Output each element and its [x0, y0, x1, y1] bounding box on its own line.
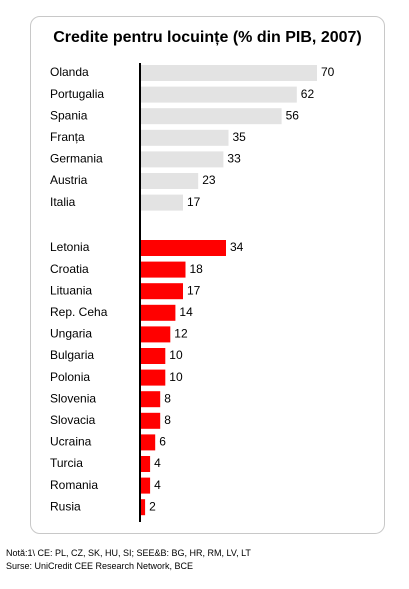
category-label: Slovenia — [50, 391, 96, 405]
category-label: Polonia — [50, 370, 90, 384]
data-label: 4 — [154, 478, 161, 492]
data-label: 33 — [227, 152, 241, 166]
data-label: 56 — [286, 108, 300, 122]
category-label: Turcia — [50, 456, 83, 470]
bar — [140, 240, 226, 256]
data-label: 8 — [164, 413, 171, 427]
data-label: 35 — [233, 130, 247, 144]
category-label: Italia — [50, 195, 76, 209]
data-label: 2 — [149, 499, 156, 513]
category-label: Romania — [50, 478, 98, 492]
category-label: Spania — [50, 108, 88, 122]
bar — [140, 412, 161, 429]
category-label: Ucraina — [50, 435, 92, 449]
data-label: 17 — [187, 195, 201, 209]
category-label: Croatia — [50, 262, 89, 276]
data-label: 6 — [159, 435, 166, 449]
bar — [140, 391, 161, 408]
bar — [140, 283, 183, 300]
data-label: 34 — [230, 240, 244, 254]
footnote: Notă:1\ CE: PL, CZ, SK, HU, SI; SEE&B: B… — [6, 548, 251, 558]
category-label: Portugalia — [50, 87, 104, 101]
data-label: 62 — [301, 87, 315, 101]
bar — [140, 477, 151, 494]
bar — [140, 86, 297, 103]
data-label: 23 — [202, 173, 216, 187]
bar — [140, 261, 186, 278]
data-label: 10 — [169, 348, 183, 362]
data-label: 8 — [164, 391, 171, 405]
bar — [140, 326, 171, 343]
source-note: Surse: UniCredit CEE Research Network, B… — [6, 561, 194, 571]
category-label: Austria — [50, 173, 88, 187]
chart-title: Credite pentru locuințe (% din PIB, 2007… — [53, 29, 362, 46]
data-label: 17 — [187, 283, 201, 297]
bar — [140, 129, 229, 146]
chart-footer: Notă:1\ CE: PL, CZ, SK, HU, SI; SEE&B: B… — [6, 547, 251, 573]
bar — [140, 194, 183, 211]
data-label: 10 — [169, 370, 183, 384]
data-label: 70 — [321, 65, 335, 79]
bar — [140, 304, 176, 321]
bar — [140, 65, 317, 81]
category-label: Rusia — [50, 499, 81, 513]
bar — [140, 369, 166, 386]
data-label: 12 — [174, 327, 188, 341]
bar — [140, 499, 146, 516]
category-label: Bulgaria — [50, 348, 94, 362]
data-label: 4 — [154, 456, 161, 470]
category-label: Germania — [50, 152, 103, 166]
bar — [140, 151, 224, 168]
bar — [140, 348, 166, 364]
bar — [140, 108, 282, 125]
data-label: 18 — [190, 262, 204, 276]
bar — [140, 173, 199, 189]
category-label: Franța — [50, 130, 85, 144]
category-label: Olanda — [50, 65, 89, 79]
category-label: Letonia — [50, 240, 90, 254]
category-label: Rep. Ceha — [50, 305, 108, 319]
category-label: Ungaria — [50, 327, 92, 341]
category-label: Lituania — [50, 283, 92, 297]
data-label: 14 — [179, 305, 193, 319]
bar — [140, 456, 151, 472]
category-label: Slovacia — [50, 413, 96, 427]
bar — [140, 434, 156, 451]
